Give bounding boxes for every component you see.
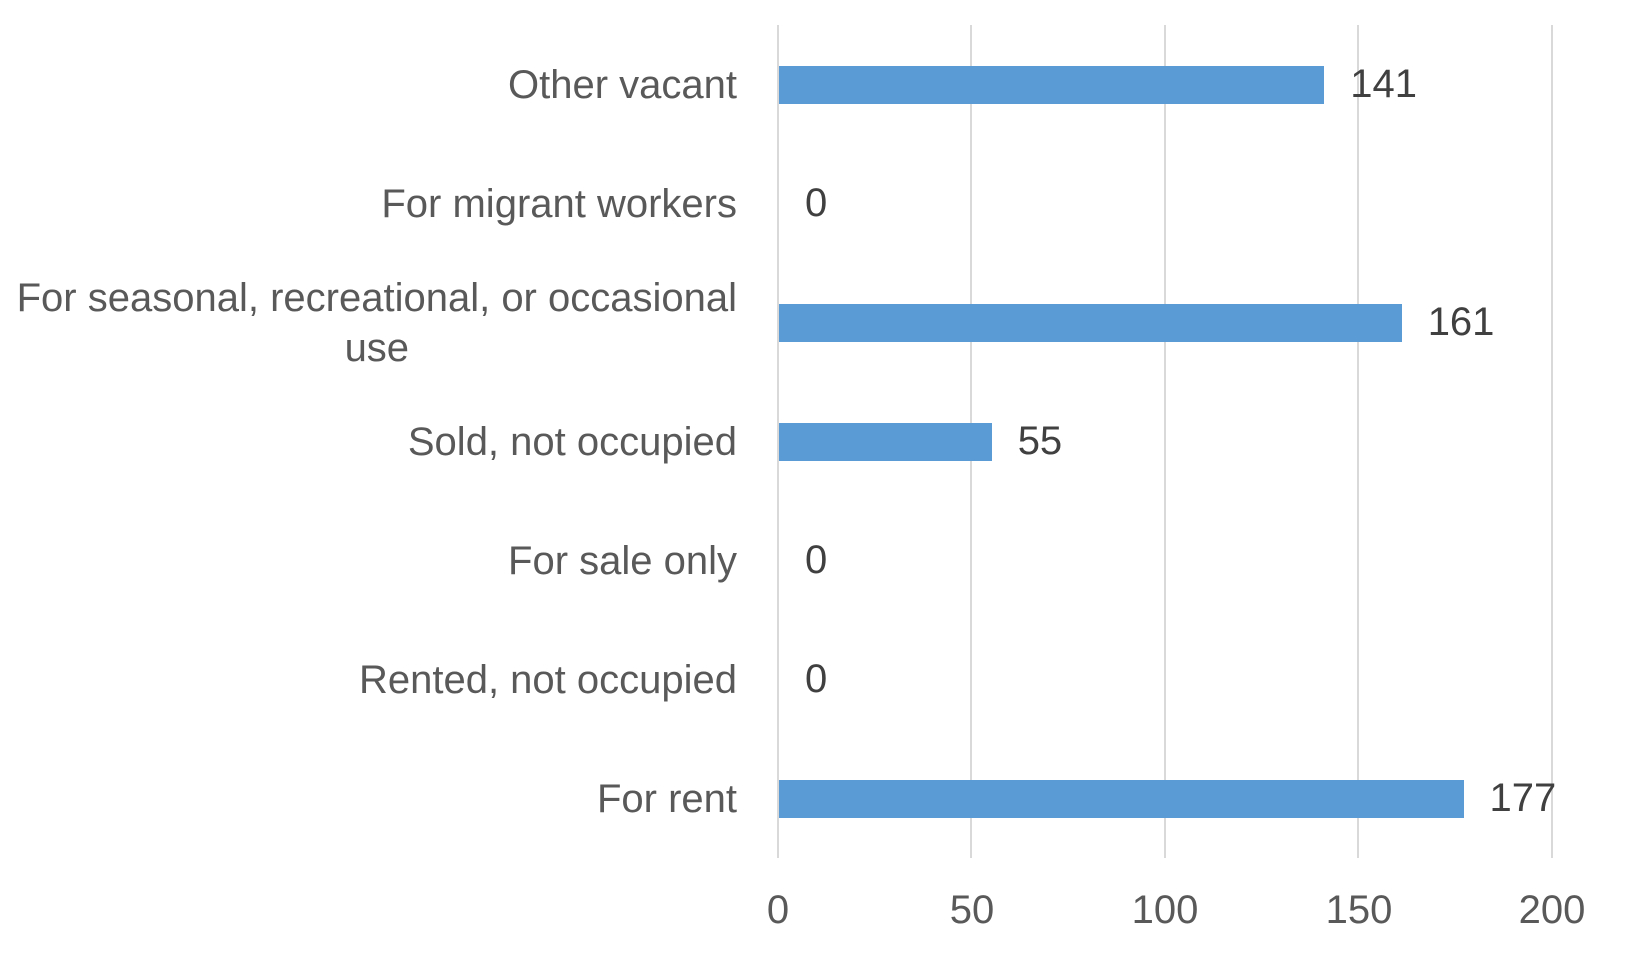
- chart-row: For migrant workers 0: [0, 144, 1626, 263]
- bar-zone: 0: [779, 144, 1626, 263]
- gridline: [1357, 25, 1359, 858]
- value-label: 141: [1350, 62, 1418, 106]
- chart-row: For rent 177: [0, 739, 1626, 858]
- chart-row: Rented, not occupied 0: [0, 620, 1626, 739]
- bar[interactable]: [779, 422, 992, 461]
- x-axis-tick-label: 0: [766, 888, 790, 932]
- bar-zone: 0: [779, 620, 1626, 739]
- category-label: For seasonal, recreational, or occasiona…: [0, 273, 779, 373]
- x-axis-tick-label: 150: [1325, 888, 1393, 932]
- bar-zone: 177: [779, 739, 1626, 858]
- category-label: Rented, not occupied: [0, 655, 779, 705]
- x-axis-tick-label: 200: [1518, 888, 1586, 932]
- value-label: 161: [1427, 300, 1495, 344]
- bar-zone: 0: [779, 501, 1626, 620]
- bar[interactable]: [779, 779, 1464, 818]
- value-label: 0: [805, 657, 828, 701]
- x-axis-tick-label: 50: [949, 888, 995, 932]
- gridline: [777, 25, 779, 858]
- category-label: Sold, not occupied: [0, 417, 779, 467]
- chart-row: For seasonal, recreational, or occasiona…: [0, 263, 1626, 382]
- gridline: [1164, 25, 1166, 858]
- value-label: 0: [805, 538, 828, 582]
- category-label-text: For migrant workers: [381, 181, 737, 226]
- category-label-text: Sold, not occupied: [407, 419, 737, 464]
- value-label: 177: [1489, 776, 1557, 820]
- value-label: 55: [1017, 419, 1063, 463]
- category-label-text: Other vacant: [507, 62, 737, 107]
- value-label: 0: [805, 181, 828, 225]
- category-label-text: For rent: [596, 776, 737, 821]
- category-label: Other vacant: [0, 60, 779, 110]
- gridline: [1551, 25, 1553, 858]
- category-label-text: Rented, not occupied: [358, 657, 737, 702]
- bar-zone: 55: [779, 382, 1626, 501]
- category-label-text: For sale only: [508, 538, 737, 583]
- category-label: For sale only: [0, 536, 779, 586]
- bar-zone: 161: [779, 263, 1626, 382]
- bar[interactable]: [779, 303, 1402, 342]
- category-label-text: For seasonal, recreational, or occasiona…: [16, 275, 737, 370]
- chart-row: For sale only 0: [0, 501, 1626, 620]
- bar[interactable]: [779, 65, 1325, 104]
- chart-row: Sold, not occupied 55: [0, 382, 1626, 501]
- bar-zone: 141: [779, 25, 1626, 144]
- category-label: For migrant workers: [0, 179, 779, 229]
- category-label: For rent: [0, 774, 779, 824]
- x-axis-tick-label: 100: [1131, 888, 1199, 932]
- plot-area: Other vacant 141 For migrant workers 0 F…: [0, 25, 1626, 858]
- chart-row: Other vacant 141: [0, 25, 1626, 144]
